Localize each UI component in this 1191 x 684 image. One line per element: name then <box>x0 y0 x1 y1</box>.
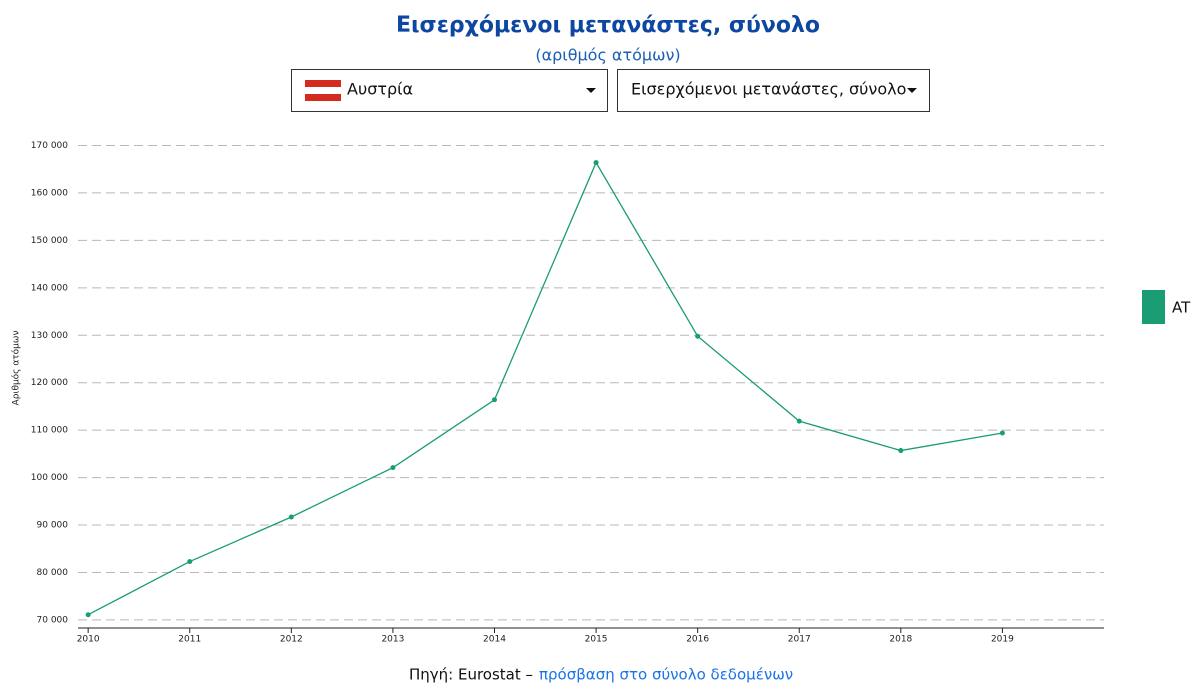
point <box>593 160 599 166</box>
source-text: Πηγή: Eurostat – <box>409 666 533 684</box>
dropdown-label[interactable]: Αυστρία <box>347 80 413 99</box>
chart-title: Εισερχόμενοι μετανάστες, σύνολο <box>396 13 820 38</box>
point <box>288 514 294 520</box>
y-tick-label: 70 000 <box>37 615 69 625</box>
point <box>390 465 396 471</box>
y-tick-label: 150 000 <box>31 236 68 246</box>
y-tick-label: 120 000 <box>31 378 68 388</box>
point <box>796 418 802 424</box>
x-tick-label: 2015 <box>585 635 608 645</box>
y-tick-label: 140 000 <box>31 283 68 293</box>
x-tick-label: 2011 <box>178 635 201 645</box>
y-axis-label: Αριθμός ατόμων <box>11 331 22 406</box>
x-tick-label: 2010 <box>77 635 100 645</box>
x-tick-label: 2012 <box>280 635 303 645</box>
point <box>695 333 701 339</box>
x-tick-label: 2019 <box>991 635 1014 645</box>
y-tick-label: 90 000 <box>37 521 69 531</box>
y-tick-label: 130 000 <box>31 331 68 341</box>
y-tick-label: 160 000 <box>31 188 68 198</box>
x-tick-label: 2018 <box>889 635 912 645</box>
point <box>898 448 904 454</box>
country-dropdown[interactable]: Αυστρία <box>291 69 608 112</box>
dropdown-label[interactable]: Εισερχόμενοι μετανάστες, σύνολο <box>631 80 906 99</box>
point <box>187 559 193 565</box>
y-tick-label: 110 000 <box>31 426 68 436</box>
x-tick-label: 2017 <box>788 635 811 645</box>
dropdown-box[interactable] <box>617 69 930 112</box>
x-tick-label: 2013 <box>381 635 404 645</box>
chart-subtitle: (αριθμός ατόμων) <box>535 46 680 65</box>
flag-stripe <box>305 87 341 94</box>
legend-swatch <box>1142 290 1165 324</box>
x-tick-label: 2014 <box>483 635 506 645</box>
dropdown-box[interactable] <box>291 69 608 112</box>
caret <box>586 88 596 93</box>
y-tick-label: 80 000 <box>37 568 69 578</box>
x-tick-label: 2016 <box>686 635 709 645</box>
point <box>999 430 1005 436</box>
y-tick-label: 170 000 <box>31 141 68 151</box>
point <box>85 612 91 618</box>
source-link[interactable]: πρόσβαση στο σύνολο δεδομένων <box>539 666 793 684</box>
flag-stripe <box>305 80 341 87</box>
series-line <box>87 161 1003 616</box>
indicator-dropdown[interactable]: Εισερχόμενοι μετανάστες, σύνολο <box>617 69 930 112</box>
flag-stripe <box>305 94 341 101</box>
y-tick-label: 100 000 <box>31 473 68 483</box>
legend-label: AT <box>1172 299 1191 317</box>
caret <box>907 88 917 93</box>
point <box>491 397 497 403</box>
